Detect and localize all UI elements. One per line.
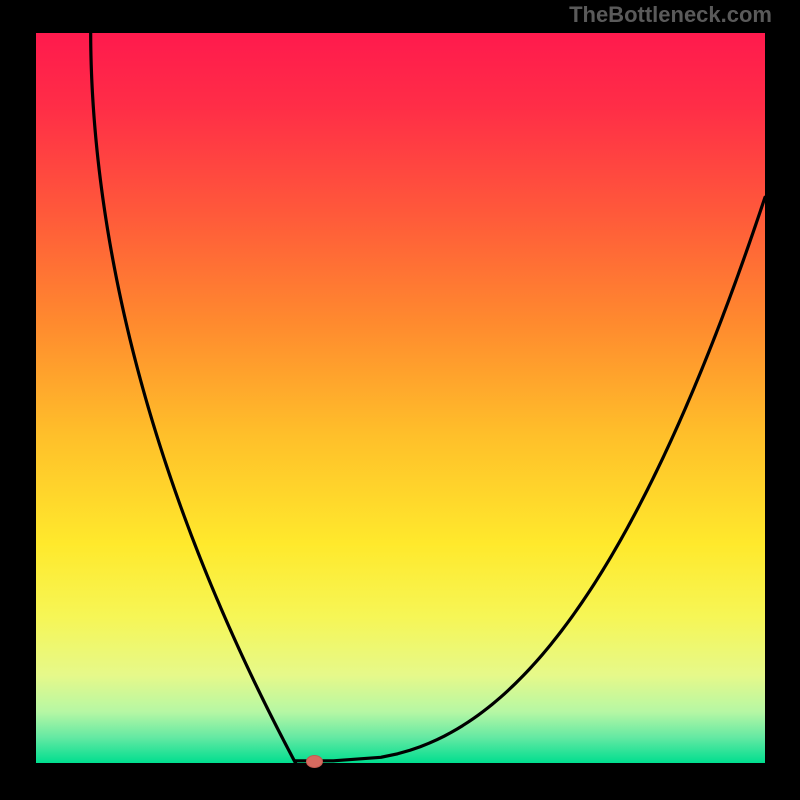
bottleneck-curve: [91, 33, 765, 763]
chart-svg: [0, 0, 800, 800]
watermark-text: TheBottleneck.com: [569, 2, 772, 28]
optimum-marker: [306, 756, 322, 768]
